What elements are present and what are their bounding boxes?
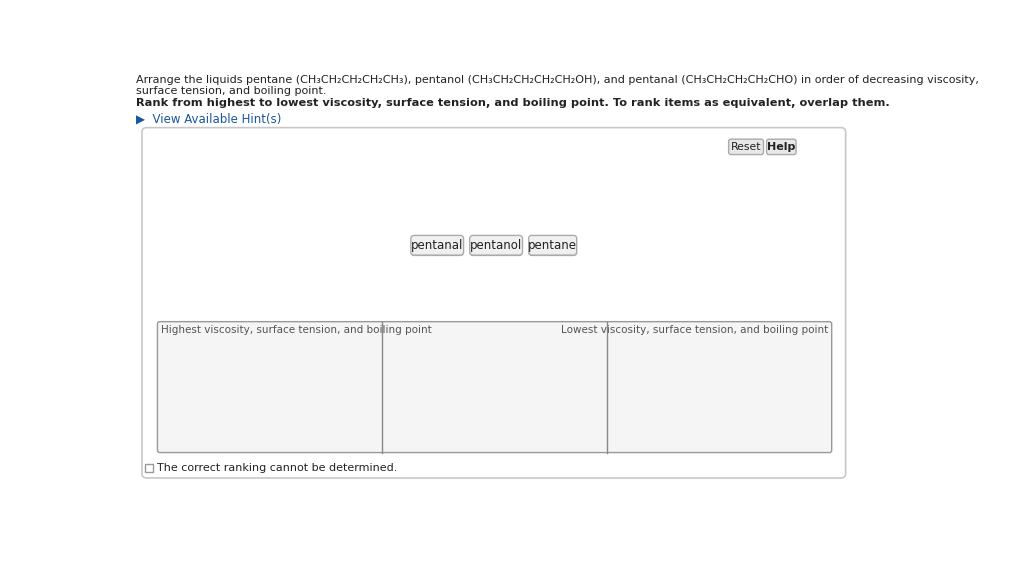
FancyBboxPatch shape [158, 321, 831, 453]
Text: Rank from highest to lowest viscosity, surface tension, and boiling point. To ra: Rank from highest to lowest viscosity, s… [136, 99, 890, 108]
FancyBboxPatch shape [528, 235, 577, 256]
Bar [145, 464, 153, 472]
FancyBboxPatch shape [729, 139, 764, 155]
Text: pentanal: pentanal [411, 239, 464, 252]
Text: Reset: Reset [731, 142, 761, 152]
Text: Lowest viscosity, surface tension, and boiling point: Lowest viscosity, surface tension, and b… [560, 325, 827, 335]
Text: ▶  View Available Hint(s): ▶ View Available Hint(s) [136, 112, 282, 125]
FancyBboxPatch shape [767, 139, 796, 155]
FancyBboxPatch shape [142, 128, 846, 478]
FancyBboxPatch shape [529, 236, 575, 254]
Text: The correct ranking cannot be determined.: The correct ranking cannot be determined… [157, 463, 397, 473]
FancyBboxPatch shape [471, 236, 521, 254]
Text: Highest viscosity, surface tension, and boiling point: Highest viscosity, surface tension, and … [162, 325, 432, 335]
Text: pentanol: pentanol [470, 239, 522, 252]
Text: Arrange the liquids pentane (CH₃CH₂CH₂CH₂CH₃), pentanol (CH₃CH₂CH₂CH₂CH₂OH), and: Arrange the liquids pentane (CH₃CH₂CH₂CH… [136, 75, 979, 85]
FancyBboxPatch shape [470, 235, 522, 256]
Text: pentane: pentane [528, 239, 578, 252]
Text: Help: Help [767, 142, 796, 152]
Text: surface tension, and boiling point.: surface tension, and boiling point. [136, 86, 327, 96]
FancyBboxPatch shape [412, 236, 463, 254]
FancyBboxPatch shape [411, 235, 464, 256]
